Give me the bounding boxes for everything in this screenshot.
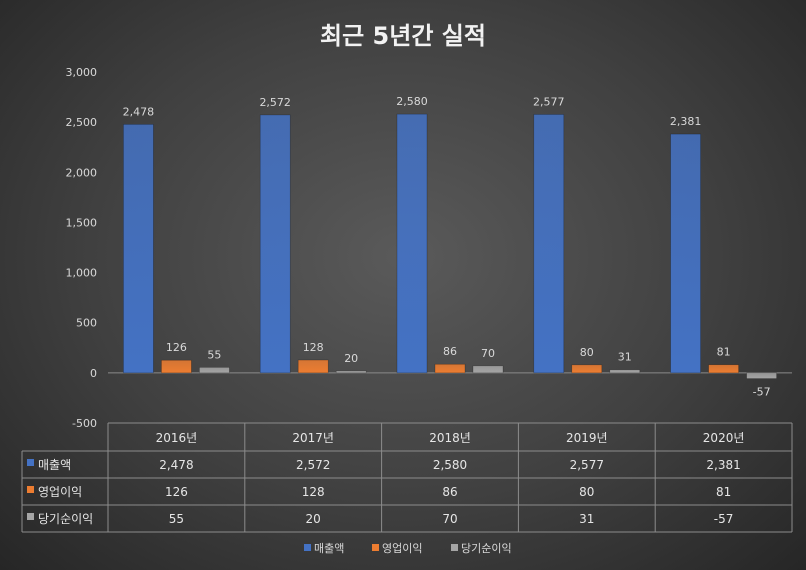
legend-swatch [451, 544, 458, 551]
table-row-label: 당기순이익 [38, 512, 93, 526]
data-label: 80 [580, 346, 594, 359]
data-label: 81 [717, 346, 731, 359]
table-cell: -57 [714, 512, 734, 526]
table-cell: 70 [442, 512, 457, 526]
bar-영업이익-2016년 [161, 359, 192, 374]
table-cell: 31 [579, 512, 594, 526]
legend-item-label: 영업이익 [382, 542, 422, 555]
data-label: 55 [207, 348, 221, 361]
data-label: 31 [618, 351, 632, 364]
bar-영업이익-2019년 [571, 364, 603, 374]
bar-매출액-2019년 [533, 114, 565, 374]
table-cell: 55 [169, 512, 184, 526]
legend-item-label: 매출액 [314, 542, 344, 555]
chart-title: 최근 5년간 실적 [320, 22, 486, 50]
bar-매출액-2017년 [259, 114, 291, 374]
table-cell: 2,577 [570, 458, 604, 472]
data-label: 128 [303, 341, 324, 354]
table-row-label: 영업이익 [38, 485, 82, 499]
y-tick-label: -500 [72, 417, 97, 430]
table-header-cell: 2016년 [156, 431, 198, 445]
data-label: 2,577 [533, 95, 565, 108]
table-header-cell: 2017년 [292, 431, 334, 445]
table-cell: 80 [579, 485, 594, 499]
y-tick-label: 0 [90, 367, 97, 380]
bar-당기순이익-2018년 [472, 365, 504, 374]
table-cell: 86 [442, 485, 457, 499]
data-label: 2,580 [396, 95, 428, 108]
plot-area [123, 113, 777, 379]
data-label: 126 [166, 341, 187, 354]
bar-매출액-2016년 [123, 124, 154, 374]
table-cell: 81 [716, 485, 731, 499]
data-labels: 2,478 126 55 2,572 128 20 2,580 86 70 2,577 80 31 2,… [123, 95, 771, 398]
data-label: 86 [443, 345, 457, 358]
y-tick-label: 2,000 [66, 166, 98, 179]
data-label: 70 [481, 347, 495, 360]
table-cell: 2,580 [433, 458, 467, 472]
bar-영업이익-2017년 [297, 359, 329, 374]
bar-매출액-2020년 [670, 133, 701, 374]
data-label: 2,478 [123, 105, 155, 118]
table-legend-key [27, 486, 34, 493]
y-tick-label: 3,000 [66, 66, 98, 79]
data-label: 2,572 [259, 96, 291, 109]
legend: 매출액 영업이익 당기순이익 [304, 542, 512, 555]
data-label: 2,381 [670, 115, 702, 128]
table-legend-key [27, 513, 34, 520]
table-cell: 128 [302, 485, 325, 499]
bar-매출액-2018년 [396, 113, 428, 374]
data-label: 20 [344, 352, 358, 365]
legend-swatch [304, 544, 311, 551]
table-cell: 2,381 [706, 458, 740, 472]
y-tick-label: 2,500 [66, 116, 98, 129]
legend-swatch [372, 544, 379, 551]
data-label: -57 [753, 386, 771, 399]
bar-당기순이익-2017년 [335, 370, 367, 374]
table-header-cell: 2020년 [703, 431, 745, 445]
table-cell: 126 [165, 485, 188, 499]
table-header-cell: 2019년 [566, 431, 608, 445]
bar-영업이익-2018년 [434, 363, 466, 374]
table-legend-key [27, 459, 34, 466]
table-cell: 2,478 [159, 458, 193, 472]
bar-당기순이익-2020년 [746, 372, 777, 379]
table-row-label: 매출액 [38, 458, 71, 472]
y-tick-label: 1,500 [66, 216, 98, 229]
table-cell: 2,572 [296, 458, 330, 472]
table-header-cell: 2018년 [429, 431, 471, 445]
y-tick-label: 1,000 [66, 267, 98, 280]
legend-item-label: 당기순이익 [461, 542, 512, 555]
bar-당기순이익-2019년 [609, 369, 641, 374]
table-cell: 20 [306, 512, 321, 526]
y-tick-label: 500 [76, 317, 97, 330]
bar-당기순이익-2016년 [199, 367, 230, 374]
bar-영업이익-2020년 [708, 364, 739, 374]
